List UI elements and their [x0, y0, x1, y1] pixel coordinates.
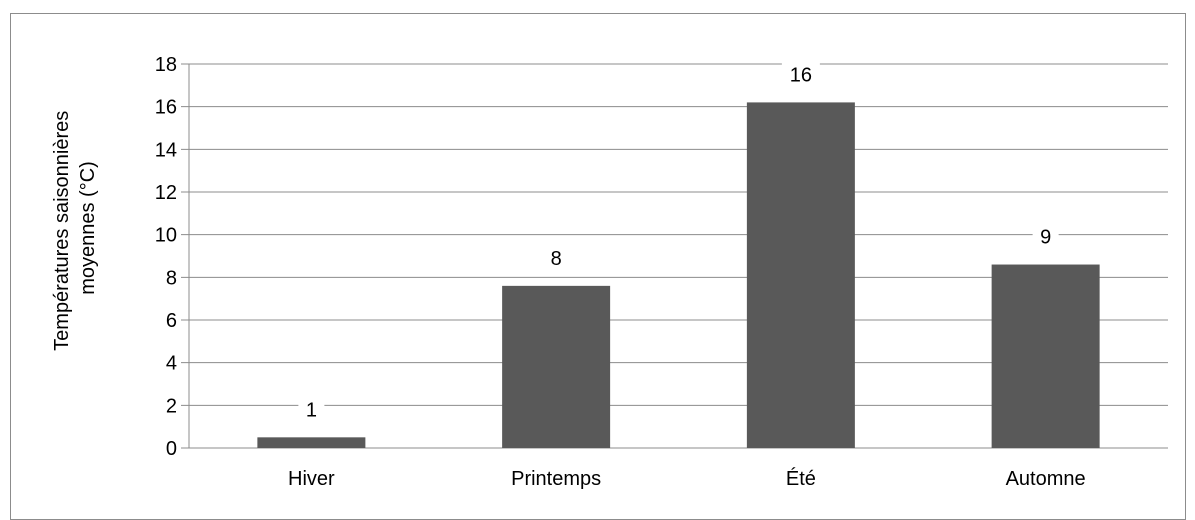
- data-label-background: [1032, 223, 1059, 250]
- x-tick-label: Hiver: [288, 468, 335, 490]
- x-tick-label: Été: [786, 467, 816, 490]
- y-tick-label: 16: [155, 97, 177, 119]
- data-label: 9: [1040, 227, 1051, 249]
- bar-1: [502, 285, 611, 448]
- data-label-background: [543, 244, 570, 271]
- x-tick-label: Automne: [1006, 468, 1086, 490]
- y-axis-ticks: 0 2 4 6 8 10 12 14 16 18: [155, 54, 177, 460]
- y-tick-label: 14: [155, 139, 177, 161]
- y-tick-label: 4: [166, 353, 177, 375]
- data-label: 1: [306, 399, 317, 421]
- bars: [257, 102, 1100, 449]
- data-label: 8: [551, 248, 562, 270]
- bar-0: [257, 437, 366, 448]
- data-label-background: [298, 396, 325, 423]
- y-tick-label: 8: [166, 267, 177, 289]
- y-tick-label: 0: [166, 438, 177, 460]
- data-labels: 1 8 16 9: [298, 61, 1059, 423]
- y-axis-title: Températures saisonnières moyennes (°C): [51, 105, 99, 351]
- bar-2: [746, 102, 855, 449]
- bar-3: [991, 264, 1100, 448]
- y-axis-title-line-1: Températures saisonnières: [51, 111, 73, 351]
- data-label: 16: [790, 64, 812, 86]
- x-tick-label: Printemps: [511, 468, 601, 490]
- y-tick-label: 10: [155, 225, 177, 247]
- y-tick-label: 18: [155, 54, 177, 76]
- data-label-background: [781, 61, 820, 88]
- y-tick-label: 2: [166, 395, 177, 417]
- y-axis-title-line-2: moyennes (°C): [77, 161, 99, 295]
- x-axis-ticks: Hiver Printemps Été Automne: [288, 467, 1086, 490]
- y-tick-label: 6: [166, 310, 177, 332]
- y-tick-label: 12: [155, 182, 177, 204]
